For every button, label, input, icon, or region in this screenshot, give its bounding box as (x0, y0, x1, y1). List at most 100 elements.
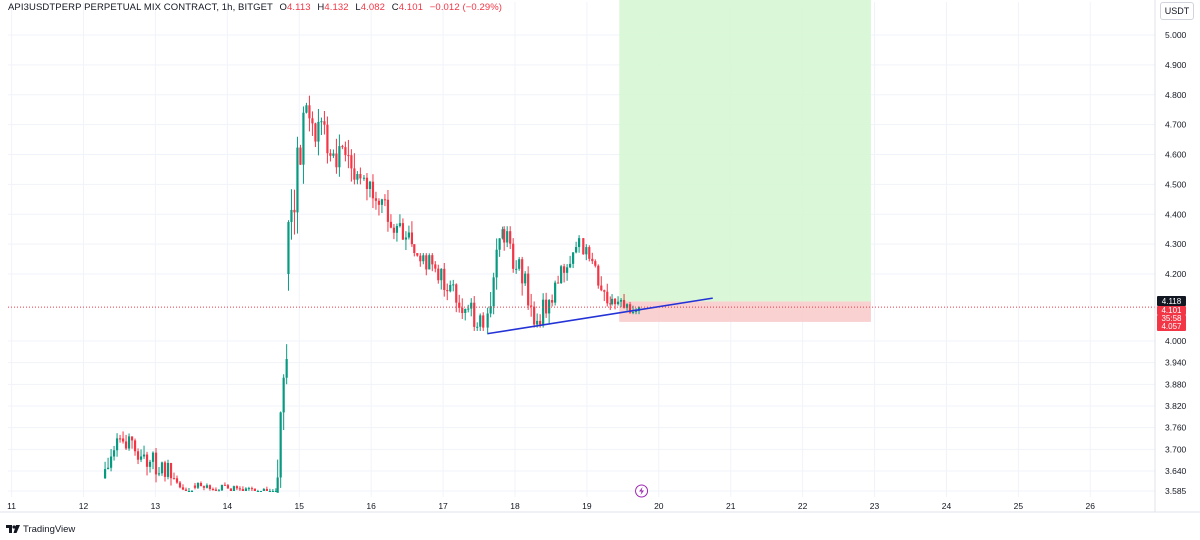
candle-up (244, 488, 248, 491)
candle-up (467, 308, 470, 310)
candle-down (458, 302, 461, 308)
candle-down (154, 452, 158, 475)
candle-up (285, 359, 288, 378)
candle-down (353, 168, 356, 180)
symbol-title[interactable]: API3USDTPERP PERPETUAL MIX CONTRACT, 1h,… (8, 2, 273, 13)
candle-up (276, 477, 279, 493)
price-badge-label: 4.057 (1161, 322, 1182, 331)
candle-down (172, 478, 176, 480)
candle-up (287, 222, 290, 274)
candle-down (613, 298, 617, 305)
candle-down (521, 259, 524, 284)
profit-zone[interactable] (619, 0, 871, 302)
price-badge[interactable] (1157, 315, 1186, 323)
candle-down (299, 147, 302, 165)
candle-up (619, 299, 623, 302)
candle-down (350, 155, 353, 169)
y-tick-label: 4.600 (1165, 150, 1187, 160)
candle-down (241, 489, 245, 491)
x-tick-label: 16 (366, 501, 376, 511)
candle-up (486, 313, 489, 328)
candle-down (371, 181, 375, 199)
y-tick-label: 4.300 (1165, 239, 1187, 249)
candle-up (290, 209, 293, 223)
candle-up (356, 174, 359, 180)
candle-down (509, 231, 512, 244)
candle-up (317, 121, 320, 142)
candle-up (302, 112, 305, 165)
price-badge[interactable] (1157, 306, 1186, 315)
candle-up (368, 181, 372, 189)
candle-down (214, 489, 218, 491)
candle-down (193, 485, 197, 488)
y-tick-label: 3.760 (1165, 423, 1187, 433)
candle-up (279, 412, 282, 478)
trendline[interactable] (487, 297, 713, 335)
currency-button[interactable]: USDT (1160, 2, 1194, 20)
high-value: 4.132 (324, 2, 349, 13)
candle-down (622, 299, 626, 308)
candle-down (211, 488, 215, 490)
candle-down (293, 209, 296, 213)
candle-down (175, 478, 179, 483)
candle-down (265, 489, 268, 491)
candle-down (473, 302, 476, 327)
stop-zone[interactable] (619, 301, 871, 322)
candle-down (335, 153, 338, 168)
candle-down (539, 320, 542, 325)
tradingview-logo-icon (6, 525, 20, 533)
open-value: 4.113 (287, 2, 311, 13)
candle-down (533, 306, 536, 325)
price-badge[interactable] (1157, 322, 1186, 331)
y-tick-label: 3.820 (1165, 401, 1187, 411)
candle-up (524, 273, 527, 284)
x-tick-label: 24 (942, 501, 952, 511)
candle-up (616, 301, 620, 305)
y-tick-label: 4.800 (1165, 90, 1187, 100)
price-badge[interactable] (1157, 296, 1186, 306)
candle-down (503, 229, 506, 243)
candle-down (386, 199, 390, 222)
candle-down (597, 265, 600, 286)
change-value: −0.012 (−0.29%) (429, 2, 503, 13)
candle-down (416, 253, 419, 256)
candle-down (365, 177, 369, 189)
x-tick-label: 15 (295, 501, 305, 511)
candle-up (560, 266, 563, 284)
candle-down (392, 227, 396, 233)
x-tick-label: 20 (654, 501, 664, 511)
candle-down (133, 440, 137, 452)
candle-up (320, 121, 323, 123)
tradingview-branding[interactable]: TradingView (6, 523, 75, 535)
candle-down (238, 488, 242, 490)
candle-up (398, 223, 402, 227)
candle-up (112, 450, 116, 457)
low-value: 4.082 (360, 2, 386, 13)
candle-down (530, 305, 533, 307)
candle-down (223, 484, 227, 486)
y-tick-label: 3.640 (1165, 466, 1187, 476)
candle-down (383, 199, 387, 201)
candle-down (235, 486, 239, 489)
candle-down (582, 238, 585, 255)
candle-up (492, 277, 495, 307)
candle-up (501, 229, 504, 239)
candle-up (440, 268, 443, 281)
candle-up (305, 105, 308, 113)
candle-up (109, 456, 113, 468)
candle-down (410, 232, 414, 245)
candle-up (274, 491, 277, 492)
candle-up (631, 311, 635, 313)
x-tick-label: 25 (1014, 501, 1024, 511)
y-tick-label: 4.500 (1165, 179, 1187, 189)
candle-up (518, 259, 521, 269)
candle-up (187, 491, 191, 492)
candle-up (575, 247, 578, 253)
close-value: 4.101 (398, 2, 424, 13)
y-tick-label: 5.000 (1165, 30, 1187, 40)
candle-up (489, 306, 492, 314)
candle-up (247, 488, 251, 490)
candle-down (446, 289, 449, 292)
